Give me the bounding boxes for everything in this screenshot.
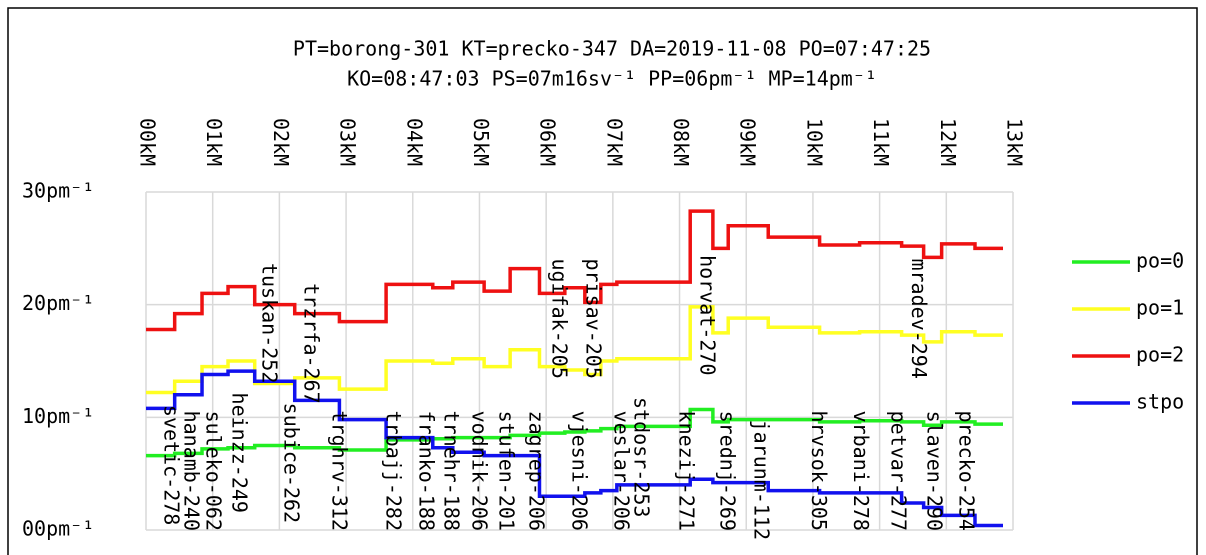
x-tick-label: 02kM <box>269 118 293 166</box>
x-tick-label: 00kM <box>136 118 160 166</box>
x-tick-label: 04kM <box>402 118 426 166</box>
station-label: svetic-278 <box>160 405 184 525</box>
station-label: srednj-269 <box>716 411 740 531</box>
station-label: veslar-206 <box>610 411 634 531</box>
series-line <box>146 305 1003 395</box>
x-tick-label: 06kM <box>536 118 560 166</box>
x-tick-label: 03kM <box>336 118 360 166</box>
legend-label: po=0 <box>1136 249 1184 273</box>
x-tick-label: 09kM <box>736 118 760 166</box>
x-tick-label: 10kM <box>802 118 826 166</box>
station-label: stdosr-253 <box>630 397 654 517</box>
station-label: vjesni-206 <box>568 411 592 531</box>
station-label: knezij-271 <box>674 411 698 531</box>
legend-label: po=2 <box>1136 343 1184 367</box>
legend-label: po=1 <box>1136 296 1184 320</box>
chart-title: PT=borong-301 KT=precko-347 DA=2019-11-0… <box>293 37 931 61</box>
station-label: subice-262 <box>280 403 304 523</box>
x-tick-label: 12kM <box>936 118 960 166</box>
station-label: petvar-277 <box>886 411 910 531</box>
frame <box>7 7 1198 555</box>
y-tick-label: 10pm⁻¹ <box>22 404 94 428</box>
station-label: vrbani-278 <box>849 411 873 531</box>
x-tick-label: 05kM <box>469 118 493 166</box>
station-label: precko-254 <box>954 411 978 531</box>
series-line <box>146 369 1003 528</box>
station-label: ugifak-205 <box>548 258 572 378</box>
station-label: franko-188 <box>414 411 438 531</box>
x-tick-label: 13kM <box>1003 118 1027 166</box>
y-tick-label: 20pm⁻¹ <box>22 291 94 315</box>
station-label: trghrv-312 <box>328 411 352 531</box>
station-label: trzrfa-267 <box>300 283 324 403</box>
station-label: zagrep-206 <box>524 411 548 531</box>
station-label: slaven-290 <box>922 411 946 531</box>
station-label: horvat-270 <box>696 255 720 375</box>
station-label: jarunm-112 <box>750 420 774 540</box>
chart-subtitle: KO=08:47:03 PS=07m16sv⁻¹ PP=06pm⁻¹ MP=14… <box>347 67 877 91</box>
y-tick-label: 30pm⁻¹ <box>22 179 94 203</box>
x-tick-label: 08kM <box>669 118 693 166</box>
station-label: suleko-062 <box>202 411 226 531</box>
station-label: trnehr-188 <box>440 411 464 531</box>
station-label: vodnik-206 <box>468 411 492 531</box>
y-tick-label: 00pm⁻¹ <box>22 517 94 541</box>
series-line <box>146 209 1003 332</box>
station-label: hanamb-240 <box>180 411 204 531</box>
x-tick-label: 01kM <box>202 118 226 166</box>
series-line <box>146 407 1003 458</box>
station-label: prisav-205 <box>582 258 606 378</box>
x-tick-label: 11kM <box>869 118 893 166</box>
legend-label: stpo <box>1136 390 1184 414</box>
station-label: trbajj-282 <box>382 411 406 531</box>
x-tick-label: 07kM <box>602 118 626 166</box>
station-label: hrvsok-305 <box>807 411 831 531</box>
station-label: tuskan-252 <box>258 263 282 383</box>
station-label: stufen-201 <box>494 411 518 531</box>
station-label: heinzz-249 <box>228 393 252 513</box>
station-label: mradev-294 <box>907 258 931 378</box>
